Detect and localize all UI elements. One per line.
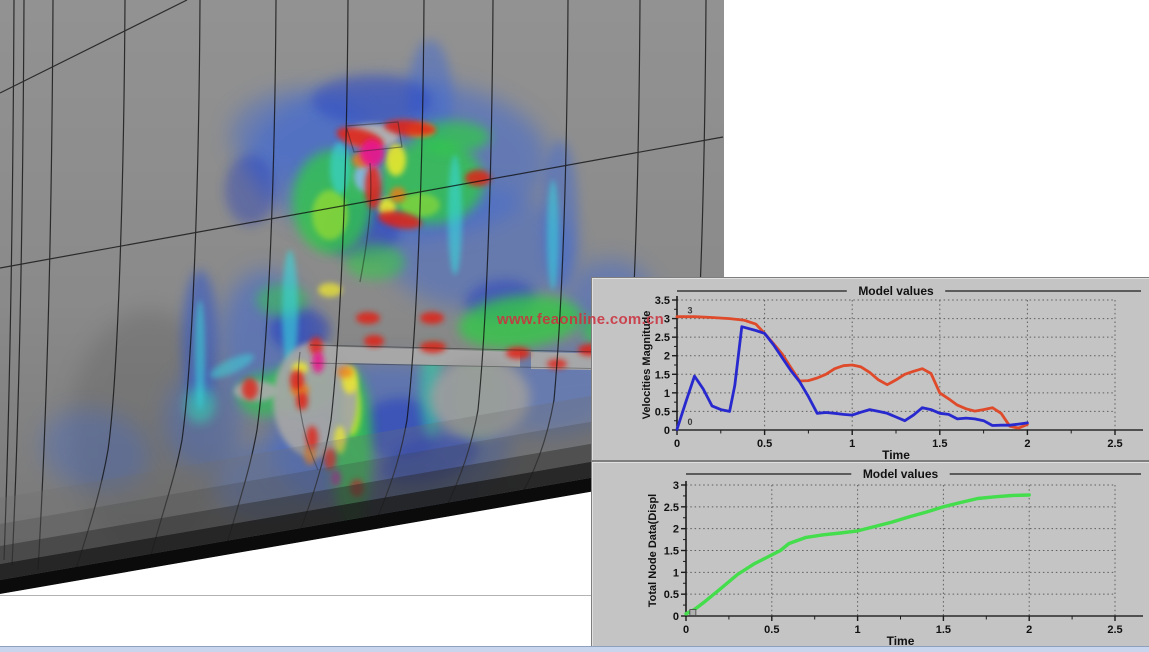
y-tick-label: 1.5 — [655, 369, 670, 381]
y-tick-label: 0.5 — [664, 589, 679, 601]
x-tick-label: 1.5 — [932, 438, 947, 450]
y-tick-label: 3.5 — [655, 295, 670, 307]
y-tick-label: 0 — [673, 611, 679, 623]
x-tick-label: 1 — [849, 438, 855, 450]
y-tick-label: 2.5 — [664, 502, 679, 514]
x-tick-label: 2 — [1024, 438, 1030, 450]
series-id-label: 0 — [688, 417, 693, 427]
displacement-chart-panel[interactable]: 0 0.5 1 1.5 2 2.5 0 0.5 1 1.5 2 2.5 3 Model values Tim… — [592, 462, 1149, 648]
y-tick-label: 3 — [673, 480, 679, 492]
curve-0[interactable] — [675, 325, 1029, 431]
x-tick-label: 1.5 — [936, 624, 951, 636]
y-tick-label: 3 — [664, 314, 670, 326]
y-tick-label: 2.5 — [655, 332, 670, 344]
x-tick-label: 2.5 — [1107, 624, 1122, 636]
x-tick-label: 2 — [1026, 624, 1032, 636]
axes: 0 0.5 1 1.5 2 2.5 0 0.5 1 1.5 2 2.5 3 — [664, 473, 1143, 636]
y-tick-label: 1.5 — [664, 546, 679, 558]
y-tick-label: 1 — [664, 388, 670, 400]
x-tick-label: 2.5 — [1107, 438, 1122, 450]
viewport-bottom-border — [0, 595, 592, 596]
start-marker — [689, 609, 697, 616]
chart-title: Model values — [858, 284, 934, 298]
contour-hotspots — [242, 119, 613, 497]
x-tick-label: 1 — [855, 624, 861, 636]
grid — [686, 484, 1116, 616]
velocities-chart-svg: 0 0.5 1 1.5 2 2.5 0 0.5 1 1.5 2 2.5 3 3.5 Model values… — [641, 283, 1143, 462]
y-tick-label: 2 — [664, 351, 670, 363]
y-tick-label: 0 — [664, 425, 670, 437]
series-id-label: 3 — [688, 305, 693, 315]
chart-title: Model values — [863, 467, 939, 481]
x-tick-label: 0.5 — [757, 438, 772, 450]
background-below-hull — [0, 469, 724, 598]
velocities-chart-panel[interactable]: 0 0.5 1 1.5 2 2.5 0 0.5 1 1.5 2 2.5 3 3.5 Model values… — [592, 278, 1149, 462]
taskbar-strip — [0, 646, 1149, 652]
axes: 0 0.5 1 1.5 2 2.5 0 0.5 1 1.5 2 2.5 3 3.5 — [655, 290, 1143, 450]
y-axis-label: Total Node Data(Displ — [647, 494, 659, 607]
x-axis-label: Time — [887, 634, 915, 646]
watermark: www.feaonline.com.cn — [497, 311, 665, 328]
x-tick-label: 0.5 — [764, 624, 779, 636]
x-tick-label: 0 — [683, 624, 689, 636]
y-axis-label: Velocities Magnitude — [641, 311, 653, 420]
x-axis-label: Time — [882, 448, 910, 460]
grid — [677, 299, 1116, 430]
y-tick-label: 0.5 — [655, 406, 670, 418]
hull-shadow — [0, 373, 723, 594]
x-tick-label: 0 — [674, 438, 680, 450]
curve-displ[interactable] — [684, 493, 1031, 616]
y-tick-label: 1 — [673, 567, 679, 579]
displacement-chart-svg: 0 0.5 1 1.5 2 2.5 0 0.5 1 1.5 2 2.5 3 Model values Tim… — [647, 466, 1143, 648]
y-tick-label: 2 — [673, 524, 679, 536]
